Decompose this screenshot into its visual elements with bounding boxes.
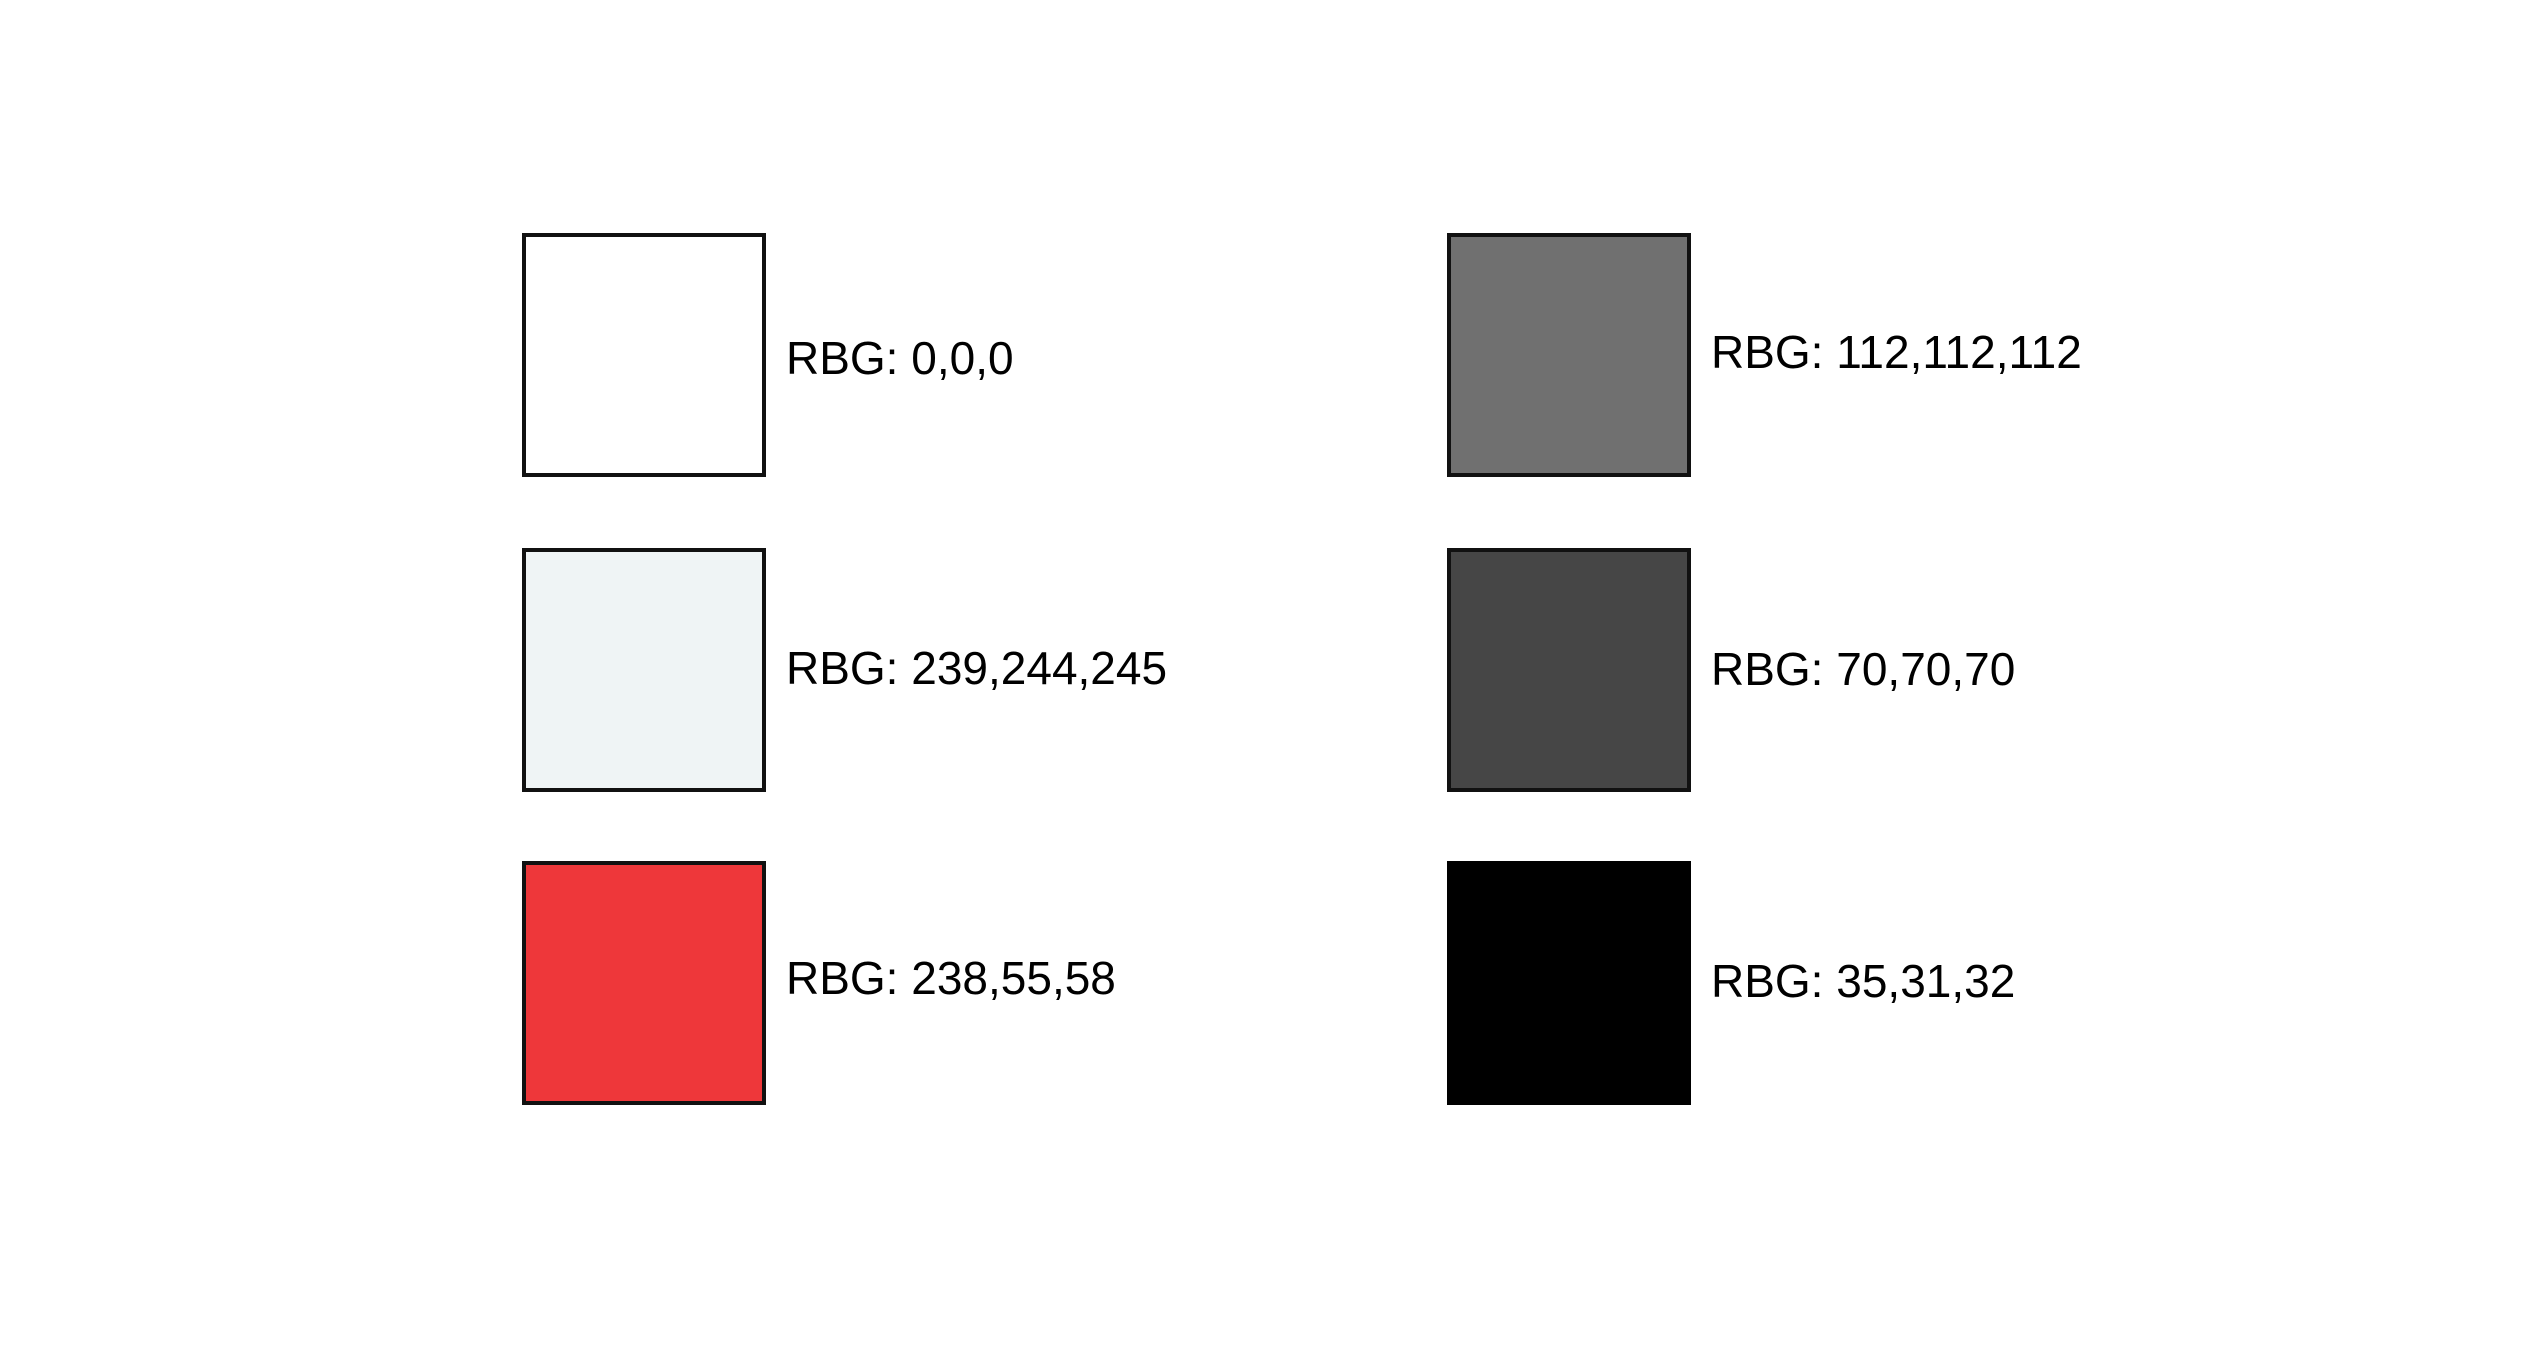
swatch-row-black: RBG: 35,31,32 — [1447, 861, 2347, 1105]
swatch-row-red: RBG: 238,55,58 — [522, 861, 1422, 1105]
swatch-row-white: RBG: 0,0,0 — [522, 233, 1422, 477]
swatch-row-medium-gray: RBG: 112,112,112 — [1447, 233, 2347, 477]
color-swatch-red — [522, 861, 766, 1105]
swatch-label-red: RBG: 238,55,58 — [786, 952, 1116, 1004]
color-swatch-dark-gray — [1447, 548, 1691, 792]
color-swatch-light-gray — [522, 548, 766, 792]
color-swatch-black — [1447, 861, 1691, 1105]
color-swatch-medium-gray — [1447, 233, 1691, 477]
swatch-row-light-gray: RBG: 239,244,245 — [522, 548, 1422, 792]
swatch-label-black: RBG: 35,31,32 — [1711, 955, 2016, 1007]
swatch-label-white: RBG: 0,0,0 — [786, 332, 1014, 384]
color-swatch-white — [522, 233, 766, 477]
swatch-label-light-gray: RBG: 239,244,245 — [786, 642, 1168, 694]
swatch-label-dark-gray: RBG: 70,70,70 — [1711, 643, 2016, 695]
swatch-label-medium-gray: RBG: 112,112,112 — [1711, 326, 2082, 378]
swatch-row-dark-gray: RBG: 70,70,70 — [1447, 548, 2347, 792]
